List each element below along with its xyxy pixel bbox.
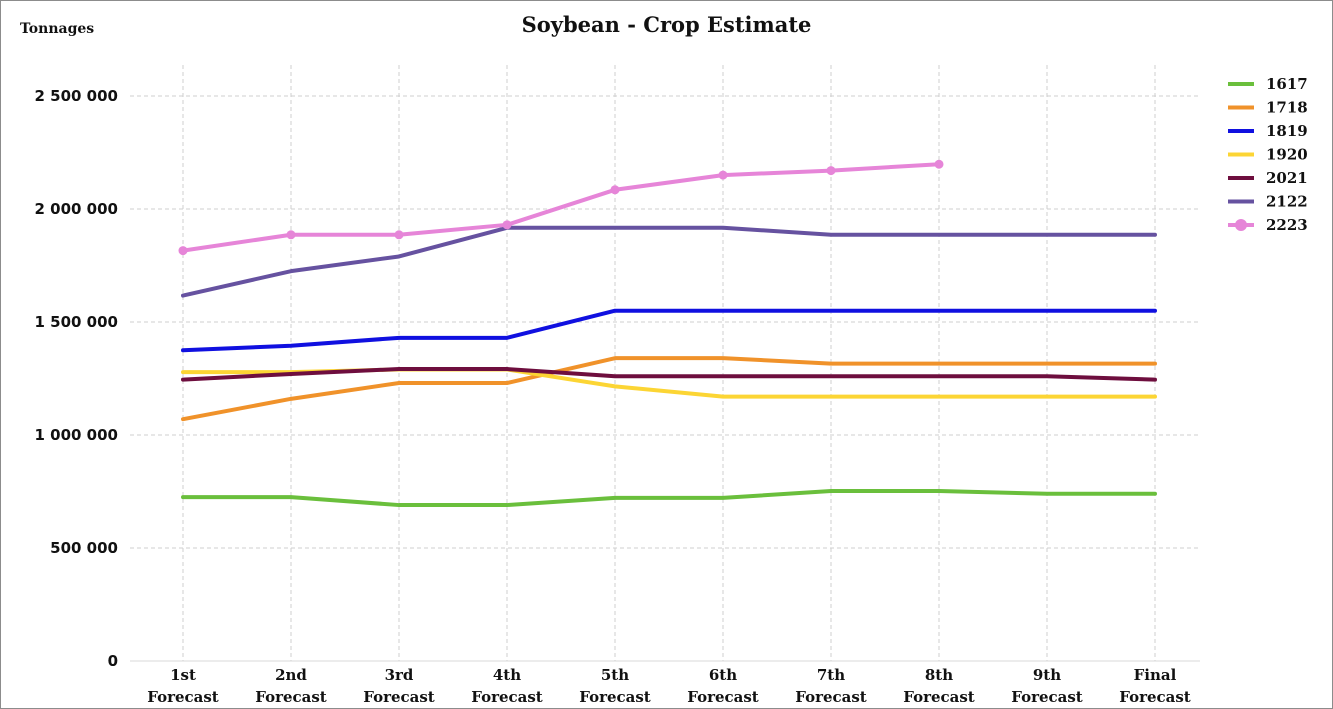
x-tick-label: Final xyxy=(1134,666,1177,684)
data-point xyxy=(178,246,188,256)
legend-marker xyxy=(1235,219,1247,231)
series-line-1718 xyxy=(181,356,1157,422)
series-1617 xyxy=(181,489,1157,508)
x-axis-ticks: 1st Forecast 2nd Forecast 3rd Forecast 4th Fore… xyxy=(147,666,1191,706)
y-axis-label: Tonnages xyxy=(20,21,95,37)
y-tick-label: 2 500 000 xyxy=(34,87,118,105)
series-line-2223 xyxy=(181,162,941,253)
y-tick-label: 500 000 xyxy=(50,539,118,557)
legend-item-1819: 1819 xyxy=(1228,122,1308,140)
legend-label: 2223 xyxy=(1266,216,1308,234)
chart-title: Soybean - Crop Estimate xyxy=(521,12,812,37)
legend-label: 1718 xyxy=(1266,99,1308,117)
legend: 1617 1718 1819 1920 2021 2122 2223 xyxy=(1228,75,1308,234)
x-tick-label: 7th xyxy=(817,666,845,684)
legend-label: 1819 xyxy=(1266,122,1308,140)
legend-item-2223: 2223 xyxy=(1228,216,1308,234)
series-line-1617 xyxy=(181,489,1157,508)
x-tick-label: 2nd xyxy=(275,666,307,684)
data-point xyxy=(610,185,620,195)
y-tick-label: 2 000 000 xyxy=(34,200,118,218)
x-tick-label: Forecast xyxy=(687,688,759,706)
x-tick-label: 6th xyxy=(709,666,737,684)
series-line-2021 xyxy=(181,367,1157,382)
data-point xyxy=(286,230,296,240)
series-1819 xyxy=(181,308,1157,353)
x-tick-label: 1st xyxy=(170,666,196,684)
series-2021 xyxy=(181,367,1157,382)
legend-label: 1920 xyxy=(1266,146,1308,164)
y-tick-label: 1 000 000 xyxy=(34,426,118,444)
x-tick-label: Forecast xyxy=(255,688,327,706)
legend-label: 2021 xyxy=(1266,169,1308,187)
x-tick-label: Forecast xyxy=(1011,688,1083,706)
x-tick-label: 4th xyxy=(493,666,521,684)
x-tick-label: 5th xyxy=(601,666,629,684)
x-tick-label: Forecast xyxy=(1119,688,1191,706)
x-tick-label: Forecast xyxy=(471,688,543,706)
series-lines xyxy=(178,159,1157,508)
x-tick-label: 9th xyxy=(1033,666,1061,684)
data-point xyxy=(826,166,836,176)
x-tick-label: 3rd xyxy=(385,666,414,684)
y-axis-ticks: 0 500 000 1 000 000 1 500 000 2 000 000 2 500… xyxy=(34,87,118,670)
legend-item-1617: 1617 xyxy=(1228,75,1308,93)
series-line-1819 xyxy=(181,308,1157,353)
series-1718 xyxy=(181,356,1157,422)
gridlines xyxy=(130,65,1200,662)
y-tick-label: 1 500 000 xyxy=(34,313,118,331)
data-point xyxy=(718,170,728,180)
x-tick-label: Forecast xyxy=(903,688,975,706)
x-tick-label: Forecast xyxy=(363,688,435,706)
series-2223 xyxy=(178,159,944,256)
legend-label: 1617 xyxy=(1266,75,1308,93)
x-tick-label: Forecast xyxy=(147,688,219,706)
data-point xyxy=(394,230,404,240)
y-tick-label: 0 xyxy=(108,652,118,670)
legend-item-1920: 1920 xyxy=(1228,146,1308,164)
x-tick-label: Forecast xyxy=(795,688,867,706)
data-point xyxy=(934,159,944,169)
x-tick-label: 8th xyxy=(925,666,953,684)
legend-item-1718: 1718 xyxy=(1228,99,1308,117)
legend-item-2122: 2122 xyxy=(1228,193,1308,211)
x-tick-label: Forecast xyxy=(579,688,651,706)
legend-item-2021: 2021 xyxy=(1228,169,1308,187)
data-point xyxy=(502,220,512,230)
series-2122 xyxy=(181,225,1157,298)
legend-label: 2122 xyxy=(1266,193,1308,211)
series-line-2122 xyxy=(181,225,1157,298)
